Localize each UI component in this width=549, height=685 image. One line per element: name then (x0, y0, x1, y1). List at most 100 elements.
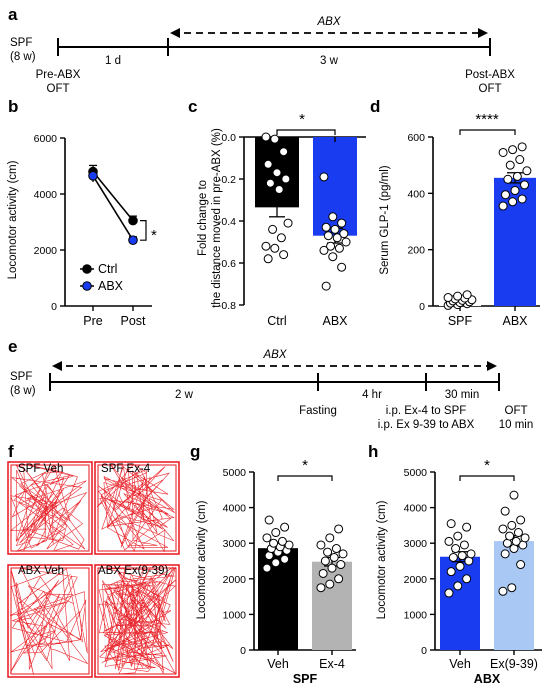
chart-g-data-point (271, 528, 281, 538)
chart-h-data-point (500, 506, 510, 516)
chart-c-data-point (319, 245, 329, 255)
timeline-e-event-ex939: i.p. Ex 9-39 to ABX (378, 419, 475, 431)
chart-h-xtick-ex939: Ex(9-39) (490, 657, 538, 671)
chart-g-ytick-label: 1000 (223, 609, 247, 621)
chart-c-data-point (268, 224, 278, 234)
timeline-a-treatment: ABX (316, 16, 341, 28)
timeline-a-event-post-2: OFT (479, 83, 502, 95)
chart-b-significance: * (151, 227, 157, 244)
chart-d-data-point (498, 147, 508, 157)
chart-g-data-point (320, 556, 330, 566)
chart-b-xtick-post: Post (120, 314, 146, 328)
track-wall-path-1 (97, 464, 177, 552)
chart-d-data-point (512, 171, 522, 181)
chart-g-ytick-label: 0 (240, 645, 246, 657)
chart-c-data-point (283, 218, 293, 228)
chart-g-ytick-label: 4000 (223, 503, 247, 515)
chart-g-data-point (325, 579, 335, 589)
panel-label-b: b (8, 97, 18, 116)
timeline-e-group-line2: (8 w) (10, 385, 36, 397)
chart-b-ytick-label: 6000 (34, 133, 58, 145)
panel-label-f: f (8, 442, 14, 461)
chart-g-data-point (277, 536, 287, 546)
chart-g-data-point (316, 583, 326, 593)
chart-h-bar-ex939 (494, 541, 534, 650)
chart-h-data-point (509, 490, 519, 500)
chart-h-data-point (462, 522, 472, 532)
chart-c-data-point (330, 224, 340, 234)
chart-h-ytick-label: 1000 (404, 609, 428, 621)
timeline-a-duration-1: 1 d (105, 55, 121, 67)
chart-h-data-point (513, 528, 523, 538)
chart-d-data-point (520, 180, 530, 190)
chart-c-data-point (323, 231, 333, 241)
chart-h-data-point (498, 524, 508, 534)
chart-g-ytick-label: 5000 (223, 467, 247, 479)
chart-d-data-point (500, 190, 510, 200)
chart-c-data-point (337, 262, 347, 272)
chart-h-significance: * (484, 457, 490, 474)
chart-g-significance: * (302, 457, 308, 474)
chart-h-ytick-label: 4000 (404, 503, 428, 515)
chart-c-bar-abx (313, 137, 357, 236)
chart-g-data-point (316, 540, 326, 550)
chart-d-data-point (498, 201, 508, 211)
chart-h-significance-bracket (459, 475, 515, 481)
chart-d-data-point (508, 197, 518, 207)
chart-c-data-point (321, 222, 331, 232)
chart-h-data-point (498, 586, 508, 596)
chart-b-legend-ctrl: Ctrl (98, 262, 117, 276)
chart-h-data-point (516, 560, 526, 570)
timeline-e-event-oft-duration: 10 min (499, 419, 534, 431)
chart-g-data-point (331, 544, 341, 554)
chart-g-data-point (271, 558, 281, 568)
timeline-e-event-fasting: Fasting (299, 405, 337, 417)
chart-h-ytick-label: 2000 (404, 574, 428, 586)
chart-c-data-point (265, 178, 275, 188)
panel-label-a: a (8, 5, 18, 24)
chart-h-data-point (444, 588, 454, 598)
chart-g-data-point (334, 574, 344, 584)
chart-h-ylabel: Locomotor activity (cm) (376, 500, 388, 619)
chart-h-data-point (500, 549, 510, 559)
chart-d-data-point (522, 166, 532, 176)
track-label-spf-veh: SPF Veh (18, 463, 63, 475)
panel-label-c: c (188, 97, 197, 116)
chart-h-group-label: ABX (474, 672, 501, 685)
chart-h-data-point (451, 544, 461, 554)
timeline-a-event-pre-1: Pre-ABX (36, 69, 81, 81)
chart-d-ytick-label: 200 (407, 245, 425, 257)
chart-d-significance-bracket (459, 129, 516, 135)
chart-d-ytick-label: 600 (407, 132, 425, 144)
chart-h-data-point (453, 531, 463, 541)
track-wall-path-3 (97, 567, 177, 675)
chart-h-data-point (507, 520, 517, 530)
chart-g-data-point (264, 515, 274, 525)
chart-c-data-point (261, 132, 271, 142)
chart-b-ylabel: Locomotor activity (cm) (7, 160, 19, 279)
chart-c-data-point (276, 233, 286, 243)
timeline-e-group-line1: SPF (10, 371, 32, 383)
chart-g-data-point (269, 538, 279, 548)
chart-c-data-point (332, 233, 342, 243)
chart-h-data-point (466, 549, 476, 559)
chart-c-data-point (341, 237, 351, 247)
chart-h-data-point (516, 515, 526, 525)
chart-b-legend-marker-ctrl (82, 264, 92, 274)
track-path-2 (9, 567, 89, 675)
chart-b-significance-bracket (140, 220, 147, 241)
chart-d-data-point (503, 174, 513, 184)
timeline-e-event-ex4: i.p. Ex-4 to SPF (386, 405, 467, 417)
chart-d-data-point (517, 194, 527, 204)
chart-g-data-point (323, 547, 333, 557)
track-wall-path-2 (10, 567, 90, 675)
chart-h-data-point (446, 519, 456, 529)
chart-h-data-point (457, 551, 467, 561)
chart-c-ylabel-line2: the distance moved in pre-ABX (%) (211, 128, 223, 308)
chart-b-ytick-label: 4000 (34, 189, 58, 201)
timeline-e-duration-1: 2 w (175, 389, 194, 401)
chart-d: Serum GLP-1 (pg/ml) SPF ABX **** 0 200 400… (379, 111, 540, 328)
chart-h-data-point (507, 583, 517, 593)
chart-c-ytick-label: -0.8 (218, 300, 236, 312)
chart-g-data-point (325, 533, 335, 543)
